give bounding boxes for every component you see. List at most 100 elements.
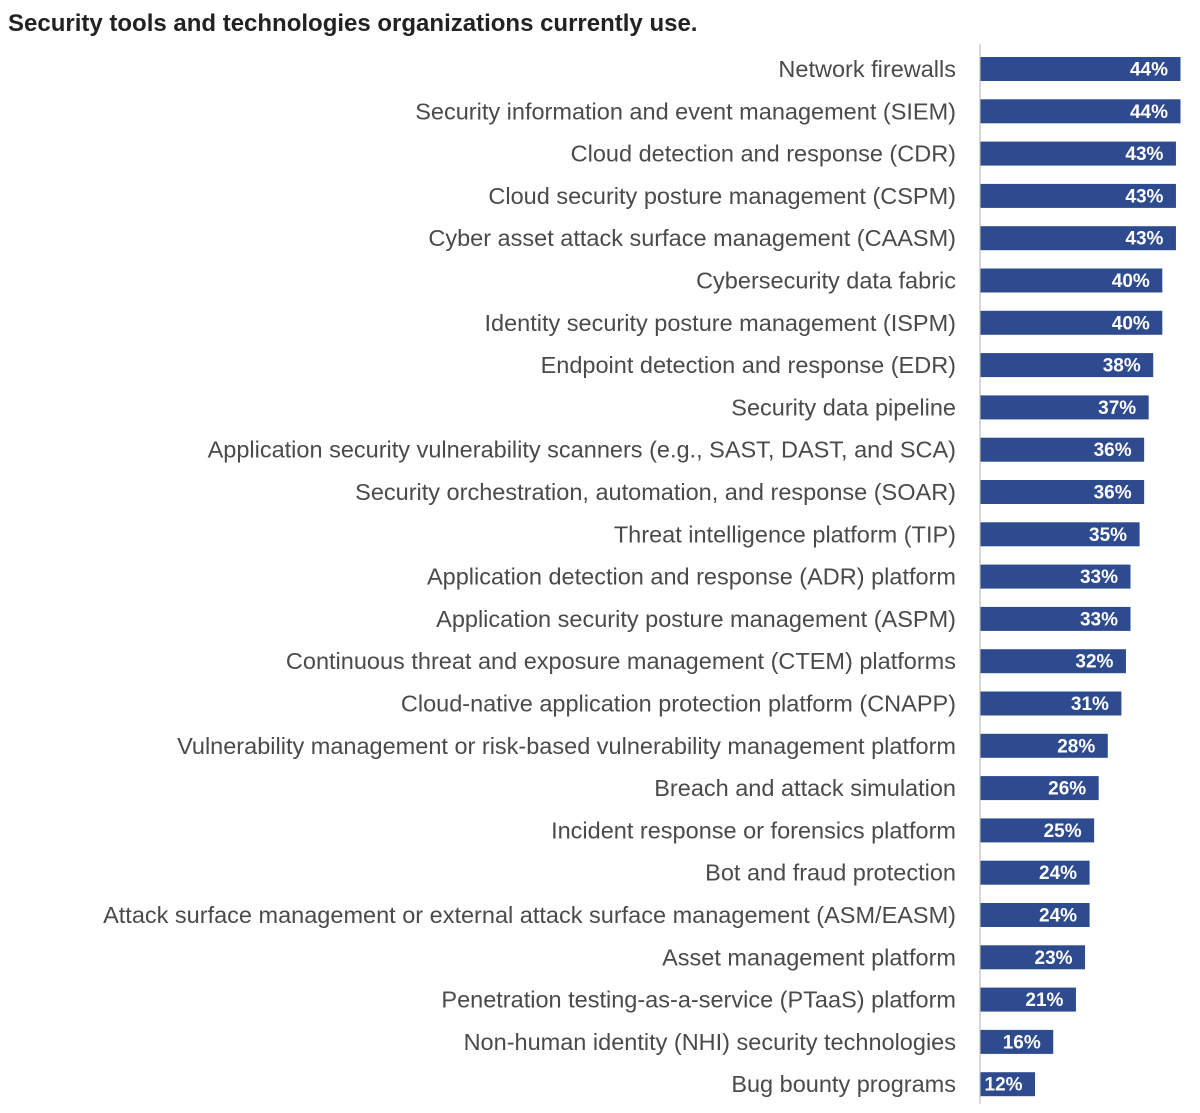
bar: [980, 860, 1090, 885]
category-label: Breach and attack simulation: [654, 775, 956, 801]
category-label: Vulnerability management or risk-based v…: [177, 733, 956, 759]
bar: [980, 1029, 1054, 1054]
bar-group: Asset management platform 23%: [662, 944, 1086, 970]
bar-group: Network firewalls 44%: [778, 56, 1181, 82]
data-label: 33%: [1080, 567, 1118, 588]
data-label: 25%: [1044, 821, 1082, 842]
data-label: 24%: [1039, 863, 1077, 884]
bar-group: Non-human identity (NHI) security techno…: [464, 1029, 1054, 1055]
category-label: Continuous threat and exposure managemen…: [286, 648, 956, 674]
bar: [980, 649, 1126, 674]
bar: [980, 1072, 1036, 1097]
data-label: 21%: [1025, 990, 1063, 1011]
category-label: Cloud security posture management (CSPM): [488, 183, 956, 209]
bar-group: Application security posture management …: [436, 606, 1131, 632]
bar: [980, 141, 1176, 166]
bars-layer: Network firewalls 44% Security information…: [103, 56, 1181, 1097]
bar-group: Cyber asset attack surface management (C…: [428, 225, 1176, 251]
bar: [980, 606, 1131, 631]
category-label: Asset management platform: [662, 944, 956, 970]
data-label: 32%: [1075, 652, 1113, 673]
bar: [980, 564, 1131, 589]
bar-group: Security information and event managemen…: [415, 98, 1181, 124]
bar: [980, 945, 1086, 970]
category-label: Attack surface management or external at…: [103, 902, 956, 928]
data-label: 28%: [1057, 736, 1095, 757]
category-label: Application security posture management …: [436, 606, 956, 632]
data-label: 44%: [1130, 60, 1168, 81]
data-label: 24%: [1039, 906, 1077, 927]
bar-group: Endpoint detection and response (EDR) 38%: [541, 352, 1154, 378]
bar: [980, 226, 1176, 251]
bar-group: Bot and fraud protection 24%: [705, 860, 1090, 886]
bar-group: Application security vulnerability scann…: [208, 437, 1145, 463]
bar-group: Attack surface management or external at…: [103, 902, 1090, 928]
category-label: Bug bounty programs: [731, 1071, 956, 1097]
data-label: 36%: [1094, 483, 1132, 504]
bar: [980, 903, 1090, 927]
category-label: Non-human identity (NHI) security techno…: [464, 1029, 956, 1055]
bar: [980, 310, 1163, 335]
bar-group: Penetration testing-as-a-service (PTaaS)…: [441, 987, 1076, 1013]
bar: [980, 522, 1140, 547]
bar: [980, 776, 1099, 801]
category-label: Identity security posture management (IS…: [484, 310, 956, 336]
bar: [980, 987, 1076, 1012]
data-label: 26%: [1048, 779, 1086, 800]
bar: [980, 691, 1122, 716]
category-label: Network firewalls: [778, 56, 956, 82]
bar: [980, 99, 1181, 124]
category-label: Cybersecurity data fabric: [696, 268, 956, 294]
bar: [980, 818, 1095, 843]
bar: [980, 353, 1154, 378]
data-label: 40%: [1112, 271, 1150, 292]
bar-group: Security data pipeline 37%: [731, 394, 1149, 420]
bar-group: Application detection and response (ADR)…: [427, 564, 1131, 590]
bar: [980, 437, 1145, 462]
data-label: 33%: [1080, 609, 1118, 630]
data-label: 43%: [1125, 229, 1163, 250]
bar-group: Incident response or forensics platform 2…: [551, 817, 1095, 843]
bar-group: Bug bounty programs 12%: [731, 1071, 1036, 1097]
category-label: Threat intelligence platform (TIP): [614, 521, 956, 547]
category-label: Penetration testing-as-a-service (PTaaS)…: [441, 987, 956, 1013]
bar: [980, 183, 1176, 208]
category-label: Bot and fraud protection: [705, 860, 956, 886]
data-label: 35%: [1089, 525, 1127, 546]
data-label: 36%: [1094, 440, 1132, 461]
category-label: Application security vulnerability scann…: [208, 437, 956, 463]
bar-group: Cybersecurity data fabric 40%: [696, 268, 1163, 294]
bar-group: Cloud security posture management (CSPM)…: [488, 183, 1176, 209]
bar-group: Identity security posture management (IS…: [484, 310, 1163, 336]
category-label: Cloud-native application protection plat…: [401, 691, 956, 717]
category-label: Cloud detection and response (CDR): [571, 141, 956, 167]
data-label: 31%: [1071, 694, 1109, 715]
bar-group: Breach and attack simulation 26%: [654, 775, 1099, 801]
data-label: 23%: [1035, 948, 1073, 969]
bar-group: Cloud detection and response (CDR) 43%: [571, 141, 1176, 167]
category-label: Application detection and response (ADR)…: [427, 564, 956, 590]
bar: [980, 395, 1149, 420]
category-label: Incident response or forensics platform: [551, 817, 956, 843]
chart-title: Security tools and technologies organiza…: [8, 10, 698, 37]
data-label: 40%: [1112, 313, 1150, 334]
data-label: 37%: [1098, 398, 1136, 419]
bar-group: Vulnerability management or risk-based v…: [177, 733, 1108, 759]
data-label: 43%: [1125, 144, 1163, 165]
bar-group: Continuous threat and exposure managemen…: [286, 648, 1126, 674]
category-label: Security data pipeline: [731, 394, 956, 420]
category-label: Cyber asset attack surface management (C…: [428, 225, 956, 251]
bar: [980, 480, 1145, 504]
data-label: 43%: [1125, 186, 1163, 207]
bar: [980, 733, 1108, 758]
category-label: Security orchestration, automation, and …: [355, 479, 956, 505]
bar: [980, 57, 1181, 81]
bar-group: Security orchestration, automation, and …: [355, 479, 1145, 505]
bar: [980, 268, 1163, 293]
data-label: 44%: [1130, 102, 1168, 123]
bar-group: Threat intelligence platform (TIP) 35%: [614, 521, 1140, 547]
bar-group: Cloud-native application protection plat…: [401, 691, 1122, 717]
data-label: 12%: [985, 1075, 1023, 1096]
category-label: Security information and event managemen…: [415, 98, 956, 124]
